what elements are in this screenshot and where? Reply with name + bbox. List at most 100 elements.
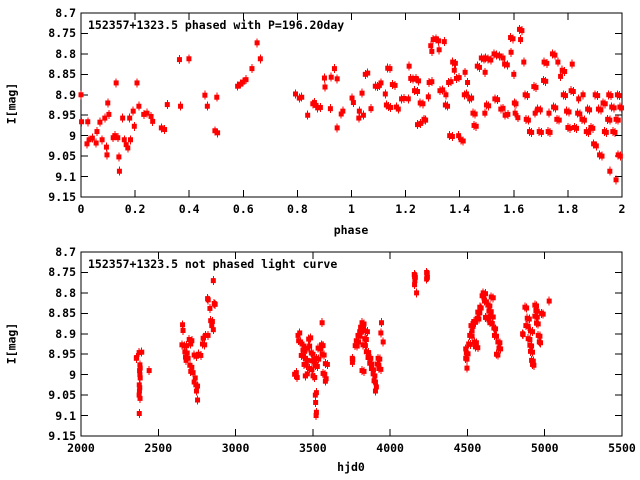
data-point <box>497 340 503 346</box>
data-point <box>378 320 384 326</box>
data-point <box>360 112 366 118</box>
data-point <box>532 110 538 116</box>
data-point <box>420 101 426 107</box>
data-point <box>116 154 122 160</box>
data-point <box>141 111 147 117</box>
bottom-panel-title: 152357+1323.5 not phased light curve <box>88 257 338 271</box>
data-point <box>316 356 322 362</box>
data-point <box>543 78 549 84</box>
data-point <box>577 111 583 117</box>
data-point <box>308 335 314 341</box>
data-point <box>212 128 218 134</box>
data-point <box>97 119 103 125</box>
data-point <box>415 89 421 95</box>
data-point <box>567 125 573 131</box>
plot-frame <box>80 251 623 437</box>
data-point <box>212 301 218 307</box>
data-point <box>202 332 208 338</box>
data-point <box>366 350 372 356</box>
data-point <box>134 80 140 86</box>
data-point <box>372 379 378 385</box>
data-point <box>195 383 201 389</box>
data-point <box>377 356 383 362</box>
data-point <box>558 73 564 79</box>
data-point <box>562 68 568 74</box>
data-point <box>608 93 614 99</box>
data-point <box>530 329 536 335</box>
data-point <box>546 298 552 304</box>
data-point <box>314 363 320 369</box>
data-point <box>482 69 488 75</box>
data-point <box>511 71 517 77</box>
data-point <box>210 327 216 333</box>
data-point <box>331 66 337 72</box>
data-point <box>180 322 186 328</box>
data-point <box>365 70 371 76</box>
data-point <box>424 274 430 280</box>
data-point <box>570 89 576 95</box>
data-point <box>469 328 475 334</box>
data-point <box>493 52 499 58</box>
data-point <box>78 92 84 98</box>
data-point <box>599 153 605 159</box>
data-point <box>361 368 367 374</box>
data-point <box>368 355 374 361</box>
data-point <box>318 346 324 352</box>
x-tick-label: 4000 <box>376 441 404 455</box>
data-point <box>541 59 547 65</box>
data-point <box>615 117 621 123</box>
data-point <box>305 112 311 118</box>
data-point <box>356 339 362 345</box>
data-point <box>130 108 136 114</box>
data-point <box>493 333 499 339</box>
data-point <box>215 130 221 136</box>
top-panel-xlabel: phase <box>333 223 369 237</box>
x-tick-label: 3000 <box>221 441 250 455</box>
y-tick-label: 8.75 <box>48 265 76 280</box>
data-point <box>483 299 489 305</box>
x-tick-label: 4500 <box>453 441 482 455</box>
data-point <box>368 106 374 112</box>
data-point <box>495 352 501 358</box>
data-point <box>301 343 307 349</box>
data-point <box>464 365 470 371</box>
data-point <box>428 43 434 49</box>
data-point <box>359 90 365 96</box>
data-point <box>378 366 384 372</box>
data-point <box>534 314 540 320</box>
data-point <box>587 107 593 113</box>
data-point <box>487 303 493 309</box>
data-point <box>249 66 255 72</box>
data-point <box>323 376 329 382</box>
data-point <box>470 323 476 329</box>
data-point <box>456 75 462 81</box>
data-point <box>429 48 435 54</box>
data-point <box>525 117 531 123</box>
data-point <box>86 137 92 143</box>
y-tick-label: 9.15 <box>48 429 76 443</box>
data-point <box>465 80 471 86</box>
data-point <box>373 384 379 390</box>
data-point <box>338 111 344 117</box>
data-point <box>463 346 469 352</box>
x-tick-label: 3500 <box>298 441 327 455</box>
data-point <box>361 321 367 327</box>
data-point <box>416 78 422 84</box>
data-point <box>115 135 121 141</box>
data-point <box>369 361 375 367</box>
data-point <box>320 343 326 349</box>
data-point <box>406 63 412 69</box>
data-point <box>544 60 550 66</box>
data-point <box>105 100 111 106</box>
x-tick-label: 2500 <box>144 441 173 455</box>
data-point <box>497 53 503 59</box>
data-point <box>136 103 142 109</box>
data-point <box>425 94 431 100</box>
y-tick-label: 8.9 <box>55 326 76 341</box>
data-point <box>472 111 478 117</box>
data-point <box>556 117 562 123</box>
data-point <box>477 310 483 316</box>
data-point <box>185 355 191 361</box>
data-point <box>552 52 558 58</box>
data-point <box>315 345 321 351</box>
